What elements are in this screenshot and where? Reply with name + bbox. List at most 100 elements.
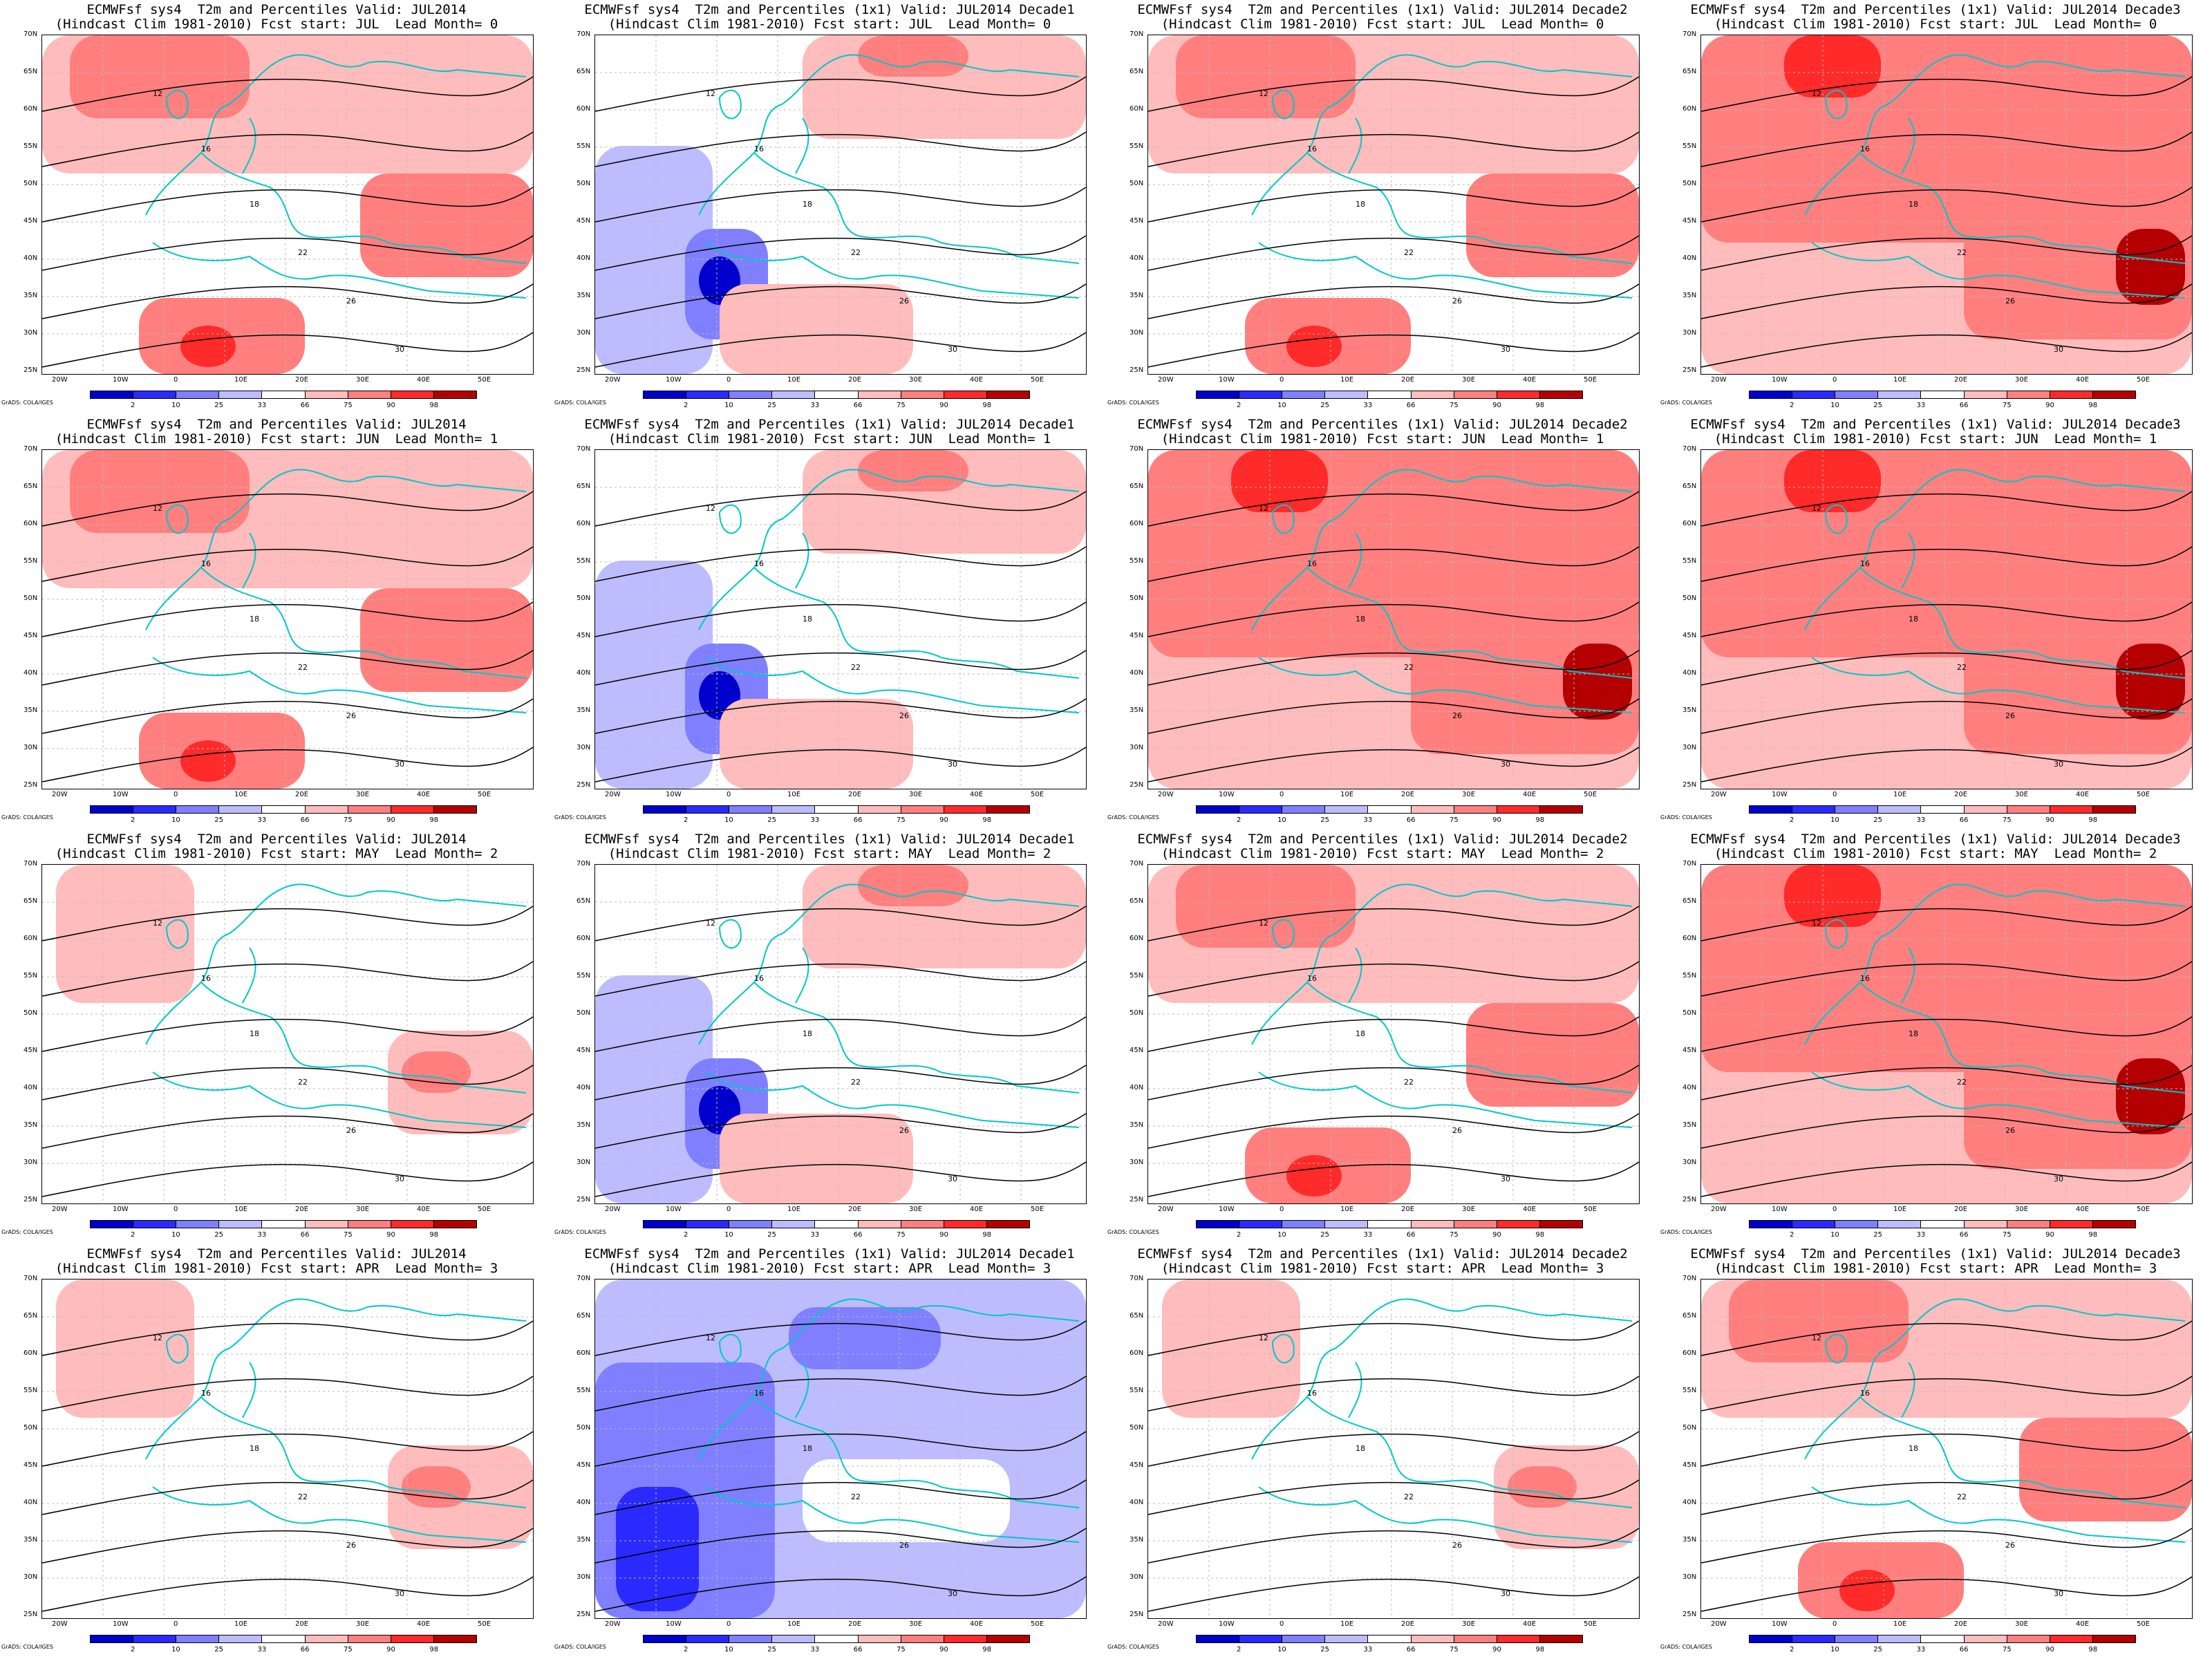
longitude-label: 30E [1462,376,1476,384]
colorbar-segment [2007,1220,2050,1228]
colorbar-tick-label: 90 [939,1231,948,1239]
anomaly-map: 12 16 18 22 26 30 [1700,449,2193,789]
latitude-label: 25N [1683,781,1697,789]
latitude-label: 40N [24,669,38,677]
longitude-label: 50E [2137,1206,2150,1213]
latitude-label: 70N [577,860,591,868]
colorbar-segment [219,391,263,399]
contour-label: 26 [346,1126,356,1135]
contour-label: 18 [1356,200,1365,209]
colorbar-segment [643,391,687,399]
latitude-label: 25N [577,1196,591,1203]
isotherm-contour [42,1376,533,1412]
forecast-panel: ECMWFsf sys4 T2m and Percentiles (1x1) V… [1106,0,1659,415]
forecast-panel: ECMWFsf sys4 T2m and Percentiles Valid: … [0,830,553,1244]
contour-label: 22 [298,1078,308,1087]
latitude-label: 70N [1683,30,1697,38]
latitude-label: 25N [577,781,591,789]
colorbar-segment [1411,1220,1454,1228]
contour-label: 18 [250,1444,259,1453]
longitude-label: 10W [1219,376,1235,384]
coastline [1251,883,1633,1128]
isotherm-contour [595,1431,1086,1467]
latitude-label: 70N [1130,445,1144,453]
percentile-colorbar [1196,391,1583,399]
isotherm-contour [595,1161,1086,1197]
isotherm-contour [1701,76,2192,112]
colorbar-segment [772,1220,816,1228]
colorbar-tick-label: 98 [982,1646,992,1653]
colorbar-segment [986,805,1030,814]
longitude-label: 0 [1280,791,1284,798]
colorbar-segment [1792,391,1836,399]
latitude-label: 25N [1130,1196,1144,1203]
colorbar-tick-label: 75 [343,1231,353,1239]
colorbar-tick-label: 75 [2002,816,2012,824]
panel-subtitle: (Hindcast Clim 1981-2010) Fcst start: JU… [1714,431,2157,447]
contour-label: 12 [1812,1333,1821,1342]
colorbar-tick-label: 2 [684,1231,688,1239]
forecast-panel: ECMWFsf sys4 T2m and Percentiles (1x1) V… [1106,830,1659,1244]
latitude-label: 30N [1683,744,1697,751]
colorbar-segment [901,1635,944,1643]
contour-label: 12 [1259,504,1268,513]
colorbar-segment [2007,391,2050,399]
isotherm-contour [1701,1016,2192,1052]
contour-label: 26 [899,711,909,720]
percentile-colorbar [90,805,477,814]
isotherm-contour [1701,1113,2192,1149]
colorbar-tick-label: 2 [1237,402,1241,409]
latitude-label: 45N [577,217,591,225]
anomaly-map: 12 16 18 22 26 30 [594,35,1087,375]
contour-label: 26 [1452,1126,1462,1135]
latitude-label: 70N [24,860,38,868]
latitude-label: 35N [1683,1536,1697,1544]
isotherm-contour [1148,1065,1639,1100]
latitude-label: 65N [24,68,38,75]
colorbar-tick-label: 75 [1449,816,1459,824]
anomaly-region [1176,35,1356,118]
contour-label: 22 [1404,248,1414,257]
contour-label: 12 [706,919,715,928]
panel-subtitle: (Hindcast Clim 1981-2010) Fcst start: MA… [1161,846,1604,861]
isotherm-contour [1701,491,2192,527]
latitude-label: 60N [1683,1349,1697,1357]
isotherm-contour [1701,1376,2192,1412]
contour-label: 12 [706,1333,715,1342]
colorbar-segment [348,805,391,814]
colorbar-tick-label: 33 [257,1646,267,1653]
anomaly-region [720,1114,913,1203]
longitude-label: 50E [478,1620,491,1628]
latitude-label: 40N [1683,254,1697,262]
longitude-label: 0 [174,791,178,798]
latitude-label: 50N [24,1424,38,1432]
colorbar-segment [686,1635,730,1643]
latitude-label: 55N [1683,557,1697,565]
latitude-label: 65N [1130,1312,1144,1320]
latitude-label: 50N [577,594,591,602]
isotherm-contour [595,187,1086,223]
panel-title: ECMWFsf sys4 T2m and Percentiles (1x1) V… [1137,832,1628,847]
contour-label: 12 [1812,89,1821,98]
colorbar-tick-label: 2 [131,816,135,824]
panel-subtitle: (Hindcast Clim 1981-2010) Fcst start: JU… [608,17,1051,32]
grads-credit: GrADS: COLA/IGES [1,1644,53,1650]
colorbar-tick-label: 25 [214,1231,224,1239]
contour-label: 16 [754,144,764,153]
latitude-label: 70N [24,445,38,453]
colorbar-segment [1239,805,1283,814]
longitude-label: 30E [909,791,923,798]
latitude-label: 60N [1130,1349,1144,1357]
coastline [698,54,1080,299]
longitude-label: 40E [2076,791,2090,798]
anomaly-map: 12 16 18 22 26 30 [1147,449,1640,789]
longitude-label: 30E [356,376,370,384]
map-canvas: 12 16 18 22 26 30 [1148,865,1639,1203]
colorbar-segment [1282,391,1326,399]
longitude-label: 10W [1772,376,1788,384]
colorbar-segment [2092,1220,2136,1228]
colorbar-tick-label: 33 [257,1231,267,1239]
isotherm-contour [1148,131,1639,167]
isotherm-contour [595,491,1086,527]
contour-label: 26 [2005,1541,2015,1550]
